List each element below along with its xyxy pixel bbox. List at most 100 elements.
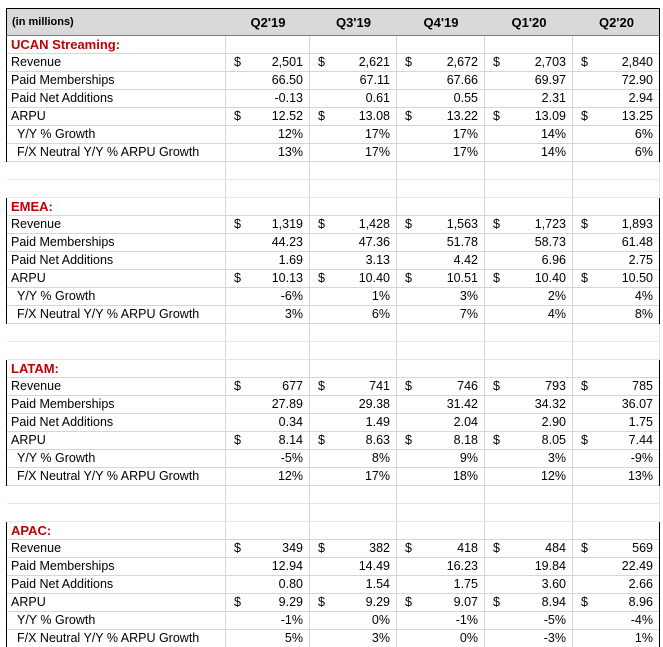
value-cell: 4% [572,288,659,305]
row-label: Y/Y % Growth [17,127,96,141]
value-cell: 58.73 [484,234,572,251]
cell-value: 1,723 [534,217,566,231]
value-cell: $8.94 [484,594,572,611]
cell-value: -9% [630,451,653,465]
table-row: Paid Memberships 66.50 67.11 67.66 69.97 72.9… [7,72,659,90]
cell-value: 10.40 [534,271,566,285]
table-row: F/X Neutral Y/Y % ARPU Growth 12% 17% 18% 12… [7,468,659,486]
value-cell: 17% [309,468,396,485]
value-cell: 1.69 [225,252,309,269]
empty-cell [396,198,484,215]
value-cell: $2,840 [572,54,659,71]
value-cell: -6% [225,288,309,305]
value-cell: $7.44 [572,432,659,449]
currency-symbol: $ [405,271,412,285]
value-cell: -5% [484,612,572,629]
cell-value: 382 [369,541,390,555]
cell-value: 12% [277,469,303,483]
value-cell: 8% [572,306,659,323]
value-cell: $484 [484,540,572,557]
value-cell: 6% [309,306,396,323]
currency-symbol: $ [318,271,325,285]
table-row: Paid Memberships 12.94 14.49 16.23 19.84 22.4… [7,558,659,576]
row-label: F/X Neutral Y/Y % ARPU Growth [17,631,200,645]
cell-value: 69.97 [534,73,566,87]
value-cell: 5% [225,630,309,647]
value-cell: 4% [484,306,572,323]
value-cell: $1,723 [484,216,572,233]
currency-symbol: $ [405,595,412,609]
value-cell: 1% [572,630,659,647]
currency-symbol: $ [318,433,325,447]
value-cell: $8.96 [572,594,659,611]
currency-symbol: $ [405,217,412,231]
cell-value: 12.52 [271,109,303,123]
cell-value: 9.29 [278,595,303,609]
currency-symbol: $ [318,217,325,231]
empty-cell [309,522,396,539]
section-ucan-streaming: UCAN Streaming: Revenue $2,501 $2,621 $2,672… [6,36,660,162]
currency-symbol: $ [318,55,325,69]
table-row: ARPU $12.52 $13.08 $13.22 $13.09 $13.25 [7,108,659,126]
empty-cell [572,504,659,521]
value-cell: 6% [572,144,659,161]
cell-value: -5% [543,613,566,627]
empty-cell [484,360,572,377]
empty-cell [396,36,484,53]
cell-value: 3% [547,451,566,465]
value-cell: $9.07 [396,594,484,611]
currency-symbol: $ [318,109,325,123]
value-cell: 66.50 [225,72,309,89]
cell-value: 1,428 [358,217,390,231]
cell-value: 6% [634,127,653,141]
value-cell: -1% [225,612,309,629]
cell-value: 793 [545,379,566,393]
table-row: Paid Net Additions -0.13 0.61 0.55 2.31 2.94 [7,90,659,108]
empty-cell [484,324,572,341]
empty-cell [484,180,572,197]
currency-symbol: $ [493,217,500,231]
table-header: (in millions) Q2'19 Q3'19 Q4'19 Q1'20 Q2… [6,8,660,36]
empty-cell [309,36,396,53]
cell-value: 6.96 [541,253,566,267]
value-cell: -9% [572,450,659,467]
cell-value: 19.84 [534,559,566,573]
table-row: Y/Y % Growth -5% 8% 9% 3% -9% [7,450,659,468]
value-cell: 3% [225,306,309,323]
value-cell: 3.13 [309,252,396,269]
empty-cell [309,180,396,197]
value-cell: 14.49 [309,558,396,575]
empty-cell [572,162,659,179]
cell-value: 1,563 [446,217,478,231]
value-cell: $1,893 [572,216,659,233]
row-label: F/X Neutral Y/Y % ARPU Growth [17,145,200,159]
empty-cell [572,324,659,341]
row-label: Paid Memberships [11,397,115,411]
empty-cell [309,360,396,377]
cell-value: 741 [369,379,390,393]
row-label: Paid Net Additions [11,577,114,591]
cell-value: 8% [371,451,390,465]
table-body: UCAN Streaming: Revenue $2,501 $2,621 $2,672… [6,36,660,647]
row-label: ARPU [11,271,46,285]
value-cell: $10.13 [225,270,309,287]
value-cell: 6% [572,126,659,143]
value-cell: 17% [396,126,484,143]
cell-value: 17% [364,469,390,483]
empty-cell [396,342,484,359]
cell-value: -1% [455,613,478,627]
cell-value: 1,319 [271,217,303,231]
value-cell: 19.84 [484,558,572,575]
section-title: UCAN Streaming: [11,37,121,52]
value-cell: 12% [225,126,309,143]
cell-value: 27.89 [271,397,303,411]
cell-value: 2,703 [534,55,566,69]
cell-value: 1.75 [628,415,653,429]
cell-value: 2,501 [271,55,303,69]
currency-symbol: $ [581,109,588,123]
value-cell: $418 [396,540,484,557]
value-cell: 3.60 [484,576,572,593]
value-cell: 67.11 [309,72,396,89]
value-cell: 0.80 [225,576,309,593]
section-title-row: APAC: [7,522,659,540]
